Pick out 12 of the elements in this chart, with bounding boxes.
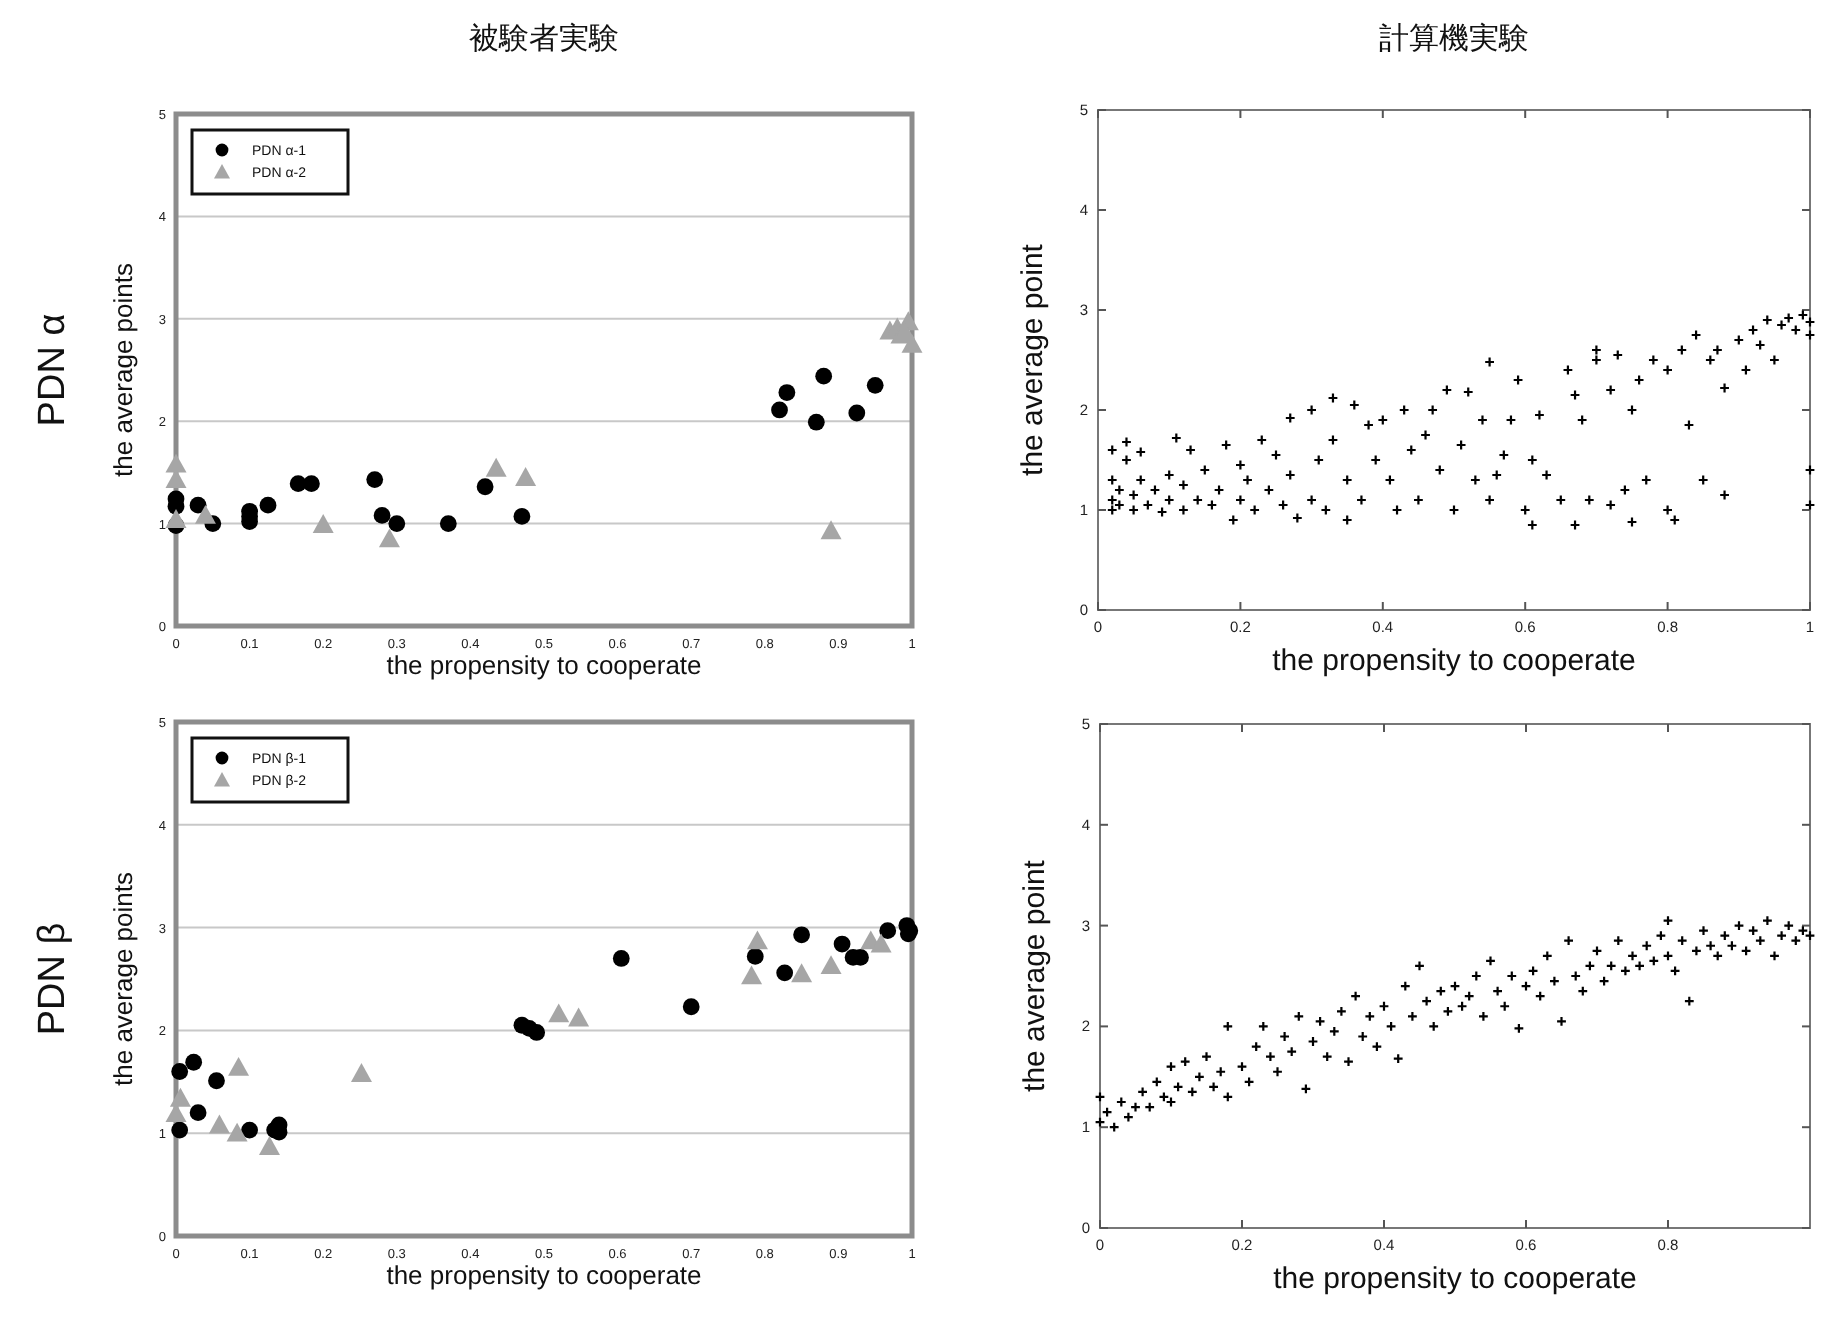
x-axis-title: the propensity to cooperate [1272, 644, 1636, 678]
y-axis-title: the average points [108, 262, 138, 477]
y-axis-title: the average point [1018, 858, 1052, 1092]
x-axis-title: the propensity to cooperate [386, 650, 702, 680]
y-axis-title: the average point [1016, 242, 1050, 476]
text: PDN α [32, 313, 74, 427]
chart-title: 計算機実験 [1379, 22, 1529, 56]
y-axis-title: the average points [108, 871, 138, 1086]
x-axis-title: the propensity to cooperate [386, 1260, 702, 1290]
chart-title: 被験者実験 [469, 22, 619, 56]
x-axis-title: the propensity to cooperate [1273, 1262, 1637, 1296]
text: PDN β [32, 922, 74, 1036]
